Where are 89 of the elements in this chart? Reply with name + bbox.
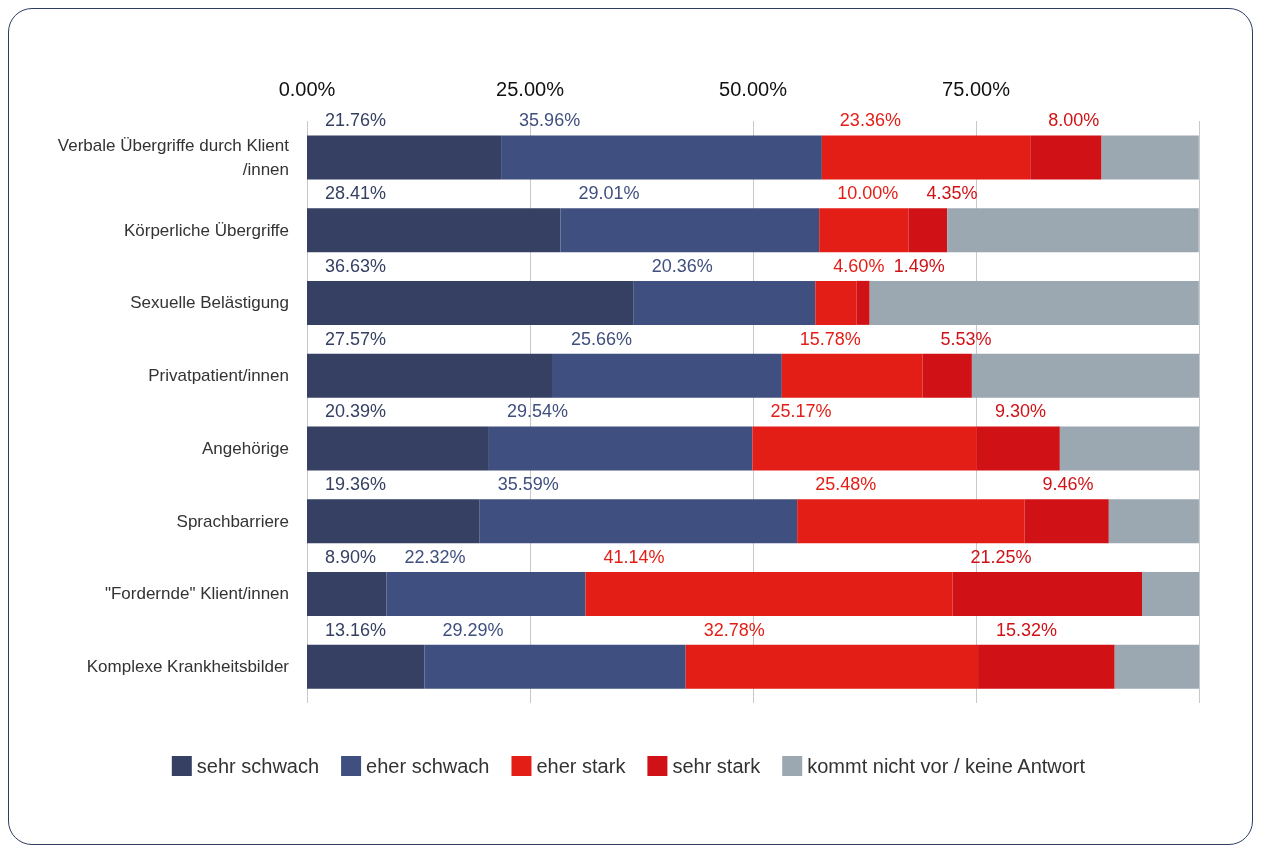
data-label: 20.39% <box>325 401 387 422</box>
bar <box>1108 499 1199 544</box>
bar <box>781 353 923 398</box>
legend-label: sehr schwach <box>196 755 320 777</box>
bar <box>307 135 502 180</box>
data-label: 22.32% <box>404 546 466 567</box>
bar <box>552 353 782 398</box>
data-label: 27.57% <box>325 328 387 349</box>
data-label: 29.54% <box>506 401 568 422</box>
y-tick-label: "Fordernde" Klient/innen <box>104 584 289 604</box>
bar <box>819 208 909 253</box>
bar <box>797 499 1025 544</box>
bar <box>821 135 1031 180</box>
data-label: 35.96% <box>519 110 581 131</box>
bar <box>752 426 977 471</box>
bar <box>922 353 972 398</box>
x-tick-label: 25.00% <box>496 78 565 100</box>
data-label: 35.59% <box>497 474 559 495</box>
legend-label: kommt nicht vor / keine Antwort <box>807 755 1086 777</box>
bar <box>488 426 753 471</box>
bar <box>307 644 425 689</box>
bar <box>1101 135 1199 180</box>
bar <box>952 571 1142 616</box>
bar <box>815 280 857 325</box>
data-label: 15.78% <box>799 328 861 349</box>
data-label: 8.90% <box>325 546 377 567</box>
legend-label: eher stark <box>536 755 627 777</box>
x-tick-label: 75.00% <box>942 78 1011 100</box>
data-label: 25.17% <box>770 401 832 422</box>
y-tick-label: Angehörige <box>202 438 289 458</box>
data-label: 1.49% <box>893 255 945 276</box>
x-tick-label: 0.00% <box>278 78 336 100</box>
bar <box>908 208 948 253</box>
data-label: 32.78% <box>703 619 765 640</box>
bar <box>307 426 489 471</box>
bar <box>307 353 553 398</box>
data-label: 28.41% <box>325 183 387 204</box>
y-tick-label: Sprachbarriere <box>176 511 289 531</box>
data-label: 41.14% <box>603 546 665 567</box>
bar <box>633 280 816 325</box>
data-label: 10.00% <box>837 183 899 204</box>
bar <box>1142 571 1199 616</box>
bar <box>971 353 1199 398</box>
data-label: 13.16% <box>325 619 387 640</box>
data-label: 9.46% <box>1042 474 1094 495</box>
data-label: 29.29% <box>442 619 504 640</box>
bar <box>976 426 1060 471</box>
bar <box>1030 135 1102 180</box>
bar <box>947 208 1199 253</box>
data-label: 36.63% <box>325 255 387 276</box>
bar <box>307 571 387 616</box>
legend-label: eher schwach <box>366 755 490 777</box>
y-tick-label: Körperliche Übergriffe <box>123 220 289 240</box>
data-label: 25.48% <box>815 474 877 495</box>
bar <box>307 208 561 253</box>
data-label: 9.30% <box>994 401 1046 422</box>
bar <box>978 644 1115 689</box>
x-tick-label: 50.00% <box>719 78 788 100</box>
bar <box>1059 426 1199 471</box>
bar <box>1024 499 1109 544</box>
bar <box>685 644 979 689</box>
data-label: 25.66% <box>570 328 632 349</box>
bar <box>307 280 634 325</box>
y-tick-label: Privatpatient/innen <box>148 366 289 386</box>
bar <box>1114 644 1199 689</box>
bar <box>560 208 820 253</box>
bar <box>501 135 822 180</box>
y-tick-label: Verbale Übergriffe durch Klient/innen <box>57 135 290 179</box>
data-label: 15.32% <box>996 619 1058 640</box>
data-label: 5.53% <box>940 328 992 349</box>
data-label: 4.35% <box>926 183 978 204</box>
bar <box>307 499 480 544</box>
bar <box>479 499 798 544</box>
legend-label: sehr stark <box>672 755 762 777</box>
bar <box>869 280 1199 325</box>
bar <box>856 280 870 325</box>
bar <box>386 571 586 616</box>
y-tick-label: Komplexe Krankheitsbilder <box>86 657 290 677</box>
bar <box>424 644 686 689</box>
data-label: 4.60% <box>833 255 885 276</box>
data-label: 21.25% <box>970 546 1032 567</box>
y-tick-label: Sexuelle Belästigung <box>130 293 289 313</box>
data-label: 21.76% <box>325 110 387 131</box>
data-label: 23.36% <box>839 110 901 131</box>
data-label: 19.36% <box>325 474 387 495</box>
data-label: 29.01% <box>578 183 640 204</box>
data-label: 20.36% <box>651 255 713 276</box>
bar <box>585 571 953 616</box>
data-label: 8.00% <box>1048 110 1100 131</box>
